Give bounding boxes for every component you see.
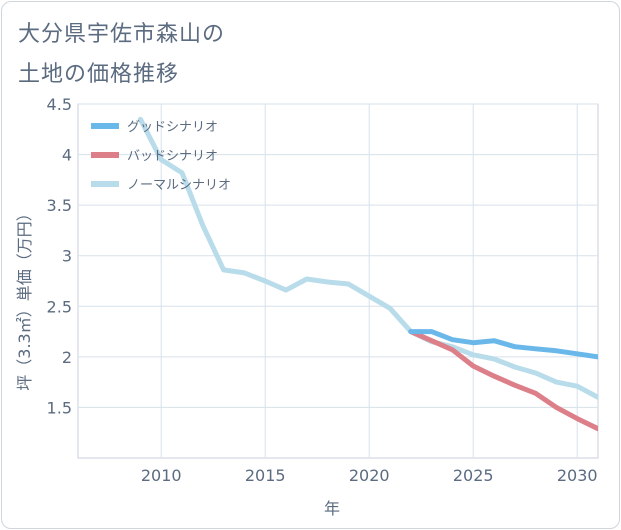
y-tick-label: 1.5 — [47, 398, 72, 417]
series-lines — [137, 116, 598, 432]
y-tick-label: 4 — [62, 146, 72, 165]
y-tick-label: 2.5 — [47, 297, 72, 316]
series-line-1 — [408, 329, 598, 432]
x-tick-label: 2015 — [245, 466, 286, 485]
y-tick-label: 3.5 — [47, 196, 72, 215]
chart-title-line2: 土地の価格推移 — [18, 62, 180, 87]
x-tick-label: 2030 — [557, 466, 598, 485]
y-tick-label: 2 — [62, 348, 72, 367]
series-line-2 — [137, 116, 598, 400]
y-tick-labels: 1.5 2 2.5 3 3.5 4 4.5 — [47, 95, 72, 417]
y-tick-label: 3 — [62, 247, 72, 266]
x-tick-label: 2020 — [349, 466, 390, 485]
legend-label-0: グッドシナリオ — [127, 120, 218, 135]
series-line-0 — [408, 329, 598, 360]
x-tick-labels: 2010 2015 2020 2025 2030 — [141, 466, 598, 485]
chart-title-line1: 大分県宇佐市森山の — [18, 22, 226, 47]
grid-lines — [78, 103, 598, 458]
x-tick-label: 2025 — [453, 466, 494, 485]
y-tick-label: 4.5 — [47, 95, 72, 114]
x-axis-title: 年 — [324, 499, 340, 518]
y-axis-title: 坪（3.3㎡）単価（万円） — [15, 205, 34, 390]
x-tick-label: 2010 — [141, 466, 182, 485]
legend-label-2: ノーマルシナリオ — [127, 178, 231, 193]
legend-label-1: バッドシナリオ — [127, 149, 218, 164]
